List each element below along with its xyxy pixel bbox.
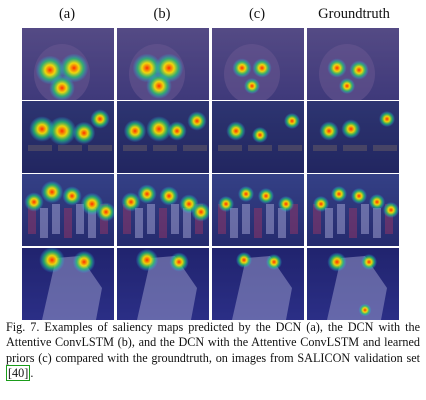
saliency-hotspot bbox=[238, 186, 254, 202]
saliency-map-thumbnail bbox=[117, 101, 209, 173]
saliency-hotspot bbox=[49, 75, 75, 100]
saliency-map-thumbnail bbox=[307, 174, 399, 246]
saliency-hotspot bbox=[252, 127, 268, 143]
saliency-map-thumbnail bbox=[212, 28, 304, 100]
saliency-map-thumbnail bbox=[22, 101, 114, 173]
saliency-hotspot bbox=[339, 78, 355, 94]
saliency-hotspot bbox=[123, 119, 147, 143]
saliency-hotspot bbox=[327, 252, 347, 272]
saliency-hotspot bbox=[236, 252, 252, 268]
saliency-hotspot bbox=[218, 196, 234, 212]
saliency-map-thumbnail bbox=[117, 248, 209, 320]
saliency-hotspot bbox=[167, 121, 187, 141]
saliency-map-thumbnail bbox=[212, 248, 304, 320]
caption-tail: . bbox=[30, 366, 34, 381]
saliency-hotspot bbox=[191, 202, 209, 222]
saliency-hotspot bbox=[121, 192, 141, 212]
figure-caption: Fig. 7. Examples of saliency maps predic… bbox=[6, 320, 420, 382]
saliency-hotspot bbox=[40, 180, 64, 204]
saliency-map-thumbnail bbox=[117, 174, 209, 246]
column-label-a: (a) bbox=[58, 6, 76, 22]
column-label-b: (b) bbox=[153, 6, 171, 22]
saliency-hotspot bbox=[137, 184, 157, 204]
saliency-map-thumbnail bbox=[307, 28, 399, 100]
saliency-hotspot bbox=[59, 53, 89, 83]
saliency-hotspot bbox=[319, 121, 339, 141]
saliency-hotspot bbox=[266, 254, 282, 270]
saliency-hotspot bbox=[47, 116, 77, 146]
caption-text: Examples of saliency maps predicted by t… bbox=[6, 320, 420, 365]
saliency-hotspot bbox=[278, 196, 294, 212]
column-label-c: (c) bbox=[248, 6, 266, 22]
saliency-map-thumbnail bbox=[22, 28, 114, 100]
saliency-map-thumbnail bbox=[117, 28, 209, 100]
saliency-hotspot bbox=[135, 248, 159, 272]
saliency-hotspot bbox=[284, 113, 300, 129]
column-label-groundtruth: Groundtruth bbox=[318, 6, 390, 22]
saliency-hotspot bbox=[96, 202, 114, 222]
saliency-map-thumbnail bbox=[212, 174, 304, 246]
saliency-hotspot bbox=[341, 119, 361, 139]
saliency-hotspot bbox=[90, 109, 110, 129]
saliency-hotspot bbox=[72, 121, 96, 145]
saliency-hotspot bbox=[24, 192, 44, 212]
saliency-hotspot bbox=[369, 194, 385, 210]
saliency-hotspot bbox=[226, 121, 246, 141]
saliency-map-thumbnail bbox=[22, 248, 114, 320]
saliency-hotspot bbox=[146, 116, 172, 142]
saliency-hotspot bbox=[327, 58, 347, 78]
saliency-hotspot bbox=[62, 186, 82, 206]
saliency-hotspot bbox=[258, 188, 274, 204]
citation-link[interactable]: [40] bbox=[6, 365, 31, 382]
saliency-map-thumbnail bbox=[307, 101, 399, 173]
saliency-hotspot bbox=[146, 73, 172, 99]
saliency-map-thumbnail bbox=[307, 248, 399, 320]
saliency-hotspot bbox=[313, 196, 329, 212]
saliency-map-thumbnail bbox=[212, 101, 304, 173]
saliency-map-thumbnail bbox=[22, 174, 114, 246]
saliency-hotspot bbox=[383, 202, 399, 218]
saliency-hotspot bbox=[379, 111, 395, 127]
saliency-hotspot bbox=[331, 186, 347, 202]
saliency-hotspot bbox=[358, 303, 372, 317]
saliency-hotspot bbox=[159, 186, 179, 206]
saliency-hotspot bbox=[349, 60, 369, 80]
saliency-hotspot bbox=[72, 250, 96, 274]
saliency-hotspot bbox=[252, 58, 272, 78]
saliency-hotspot bbox=[232, 58, 252, 78]
saliency-hotspot bbox=[351, 188, 367, 204]
saliency-hotspot bbox=[187, 111, 207, 131]
saliency-hotspot bbox=[244, 78, 260, 94]
saliency-hotspot bbox=[39, 248, 65, 273]
saliency-hotspot bbox=[169, 252, 189, 272]
caption-label: Fig. 7. bbox=[6, 320, 40, 334]
saliency-hotspot bbox=[361, 254, 377, 270]
